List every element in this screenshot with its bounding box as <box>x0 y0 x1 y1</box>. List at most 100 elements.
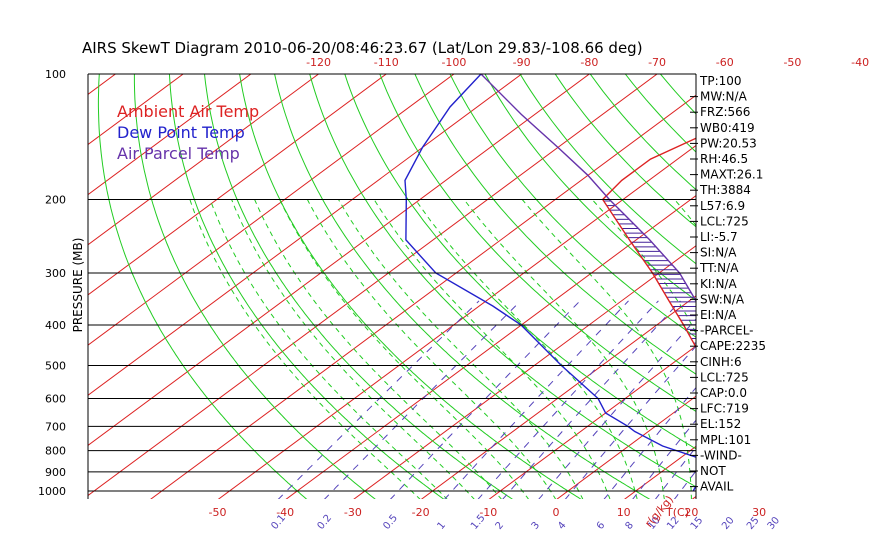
top-tick-label: -100 <box>441 56 466 69</box>
moist-adiabat-line <box>306 199 557 499</box>
moist-adiabat-line <box>463 199 665 499</box>
dry-adiabat-line <box>815 55 870 500</box>
bottom-tick-label: -20 <box>412 506 430 519</box>
dry-adiabat-line <box>379 74 696 412</box>
index-label: MPL:101 <box>700 433 751 447</box>
y-tick-label: 500 <box>45 359 66 372</box>
series-line-2 <box>480 74 696 303</box>
mixing-ratio-line <box>502 300 681 499</box>
isotherm-line <box>827 55 870 500</box>
mixing-ratio-line <box>754 301 870 500</box>
bottom-tick-label: -30 <box>344 506 362 519</box>
y-tick-label: 200 <box>45 194 66 207</box>
index-label: SW:N/A <box>700 292 745 306</box>
index-label: CAPE:2235 <box>700 339 766 353</box>
index-label: CINH:6 <box>700 355 742 369</box>
dry-adiabat-line <box>849 55 870 500</box>
isotherm-line <box>488 345 696 499</box>
dry-adiabat-line <box>449 74 696 338</box>
series-line-1 <box>404 74 696 492</box>
y-tick-label: 400 <box>45 319 66 332</box>
index-label: EL:152 <box>700 417 741 431</box>
dry-adiabat-line <box>414 74 696 375</box>
index-label: MW:N/A <box>700 90 748 104</box>
dry-adiabat-line <box>659 74 696 115</box>
isotherm-line <box>285 194 696 499</box>
index-label: FRZ:566 <box>700 105 750 119</box>
mixing-ratio-label: 2 <box>494 520 507 532</box>
index-label: LCL:725 <box>700 370 749 384</box>
isotherm-line <box>217 144 696 499</box>
dry-adiabat-line <box>309 74 696 488</box>
y-tick-label: 600 <box>45 392 66 405</box>
series-line-0 <box>601 137 696 349</box>
isotherm-line <box>420 295 696 499</box>
isotherm-line <box>88 74 591 446</box>
dry-adiabat-line <box>97 74 308 499</box>
mixing-ratio-label: 1 <box>435 520 448 532</box>
dry-adiabat-line <box>133 74 376 499</box>
index-label: LI:-5.7 <box>700 230 738 244</box>
bottom-tick-label: -40 <box>276 506 294 519</box>
moist-adiabat-line <box>279 199 530 499</box>
mixing-ratio-label: 3 <box>530 520 543 532</box>
moist-adiabat-line <box>338 199 584 499</box>
isotherm-line <box>88 74 184 146</box>
moist-adiabat-line <box>764 200 797 500</box>
mixing-ratio-line <box>323 300 522 499</box>
isotherm-line <box>759 55 870 500</box>
dry-adiabat-line <box>484 74 696 302</box>
isotherm-line <box>88 74 388 296</box>
isotherm-line <box>88 74 252 196</box>
moist-adiabat-line <box>231 199 475 499</box>
y-tick-label: 900 <box>45 466 66 479</box>
mixing-ratio-line <box>775 301 870 500</box>
mixing-ratio-label: 6 <box>595 520 608 532</box>
top-tick-label: -80 <box>580 56 598 69</box>
bottom-tick-label: -10 <box>479 506 497 519</box>
mixing-ratio-line <box>389 300 581 499</box>
index-label: SI:N/A <box>700 246 737 260</box>
top-tick-label: -120 <box>306 56 331 69</box>
index-label: WB0:419 <box>700 121 755 135</box>
y-tick-label: 300 <box>45 267 66 280</box>
dry-adiabat-line <box>747 55 870 500</box>
bottom-tick-label: 30 <box>752 506 766 519</box>
isotherm-line <box>556 395 696 499</box>
mixing-ratio-label: 0.2 <box>315 513 334 532</box>
isotherm-line <box>88 74 455 346</box>
index-label: -PARCEL- <box>700 324 754 338</box>
dry-adiabat-line <box>274 74 651 499</box>
isotherm-line <box>353 245 696 499</box>
index-label: LCL:725 <box>700 214 749 228</box>
index-label: CAP:0.0 <box>700 386 747 400</box>
moist-adiabat-line <box>373 199 611 499</box>
bottom-tick-label: 20 <box>684 506 698 519</box>
top-tick-label: -110 <box>374 56 399 69</box>
index-label: L57:6.9 <box>700 199 745 213</box>
index-label: RH:46.5 <box>700 152 748 166</box>
top-tick-label: -90 <box>513 56 531 69</box>
mixing-ratio-label: 4 <box>556 520 569 532</box>
moist-adiabat-line <box>800 200 850 500</box>
y-tick-label: 700 <box>45 420 66 433</box>
isotherm-line <box>150 94 696 499</box>
moist-adiabat-line <box>189 199 421 499</box>
index-label: NOT <box>700 464 726 478</box>
bottom-tick-label: -50 <box>209 506 227 519</box>
index-label: MAXT:26.1 <box>700 168 763 182</box>
index-label: TP:100 <box>699 74 742 88</box>
dry-adiabat-line <box>344 74 696 450</box>
mixing-ratio-label: 20 <box>720 515 737 532</box>
index-label: LFC:719 <box>700 402 749 416</box>
bottom-tick-label: 10 <box>617 506 631 519</box>
index-label: AVAIL <box>700 480 734 494</box>
top-tick-label: -50 <box>783 56 801 69</box>
legend-entry: Dew Point Temp <box>117 123 245 142</box>
dry-adiabat-line <box>203 74 514 499</box>
index-label: TH:3884 <box>699 183 751 197</box>
mixing-ratio-label: 8 <box>623 520 636 532</box>
top-tick-label: -60 <box>716 56 734 69</box>
